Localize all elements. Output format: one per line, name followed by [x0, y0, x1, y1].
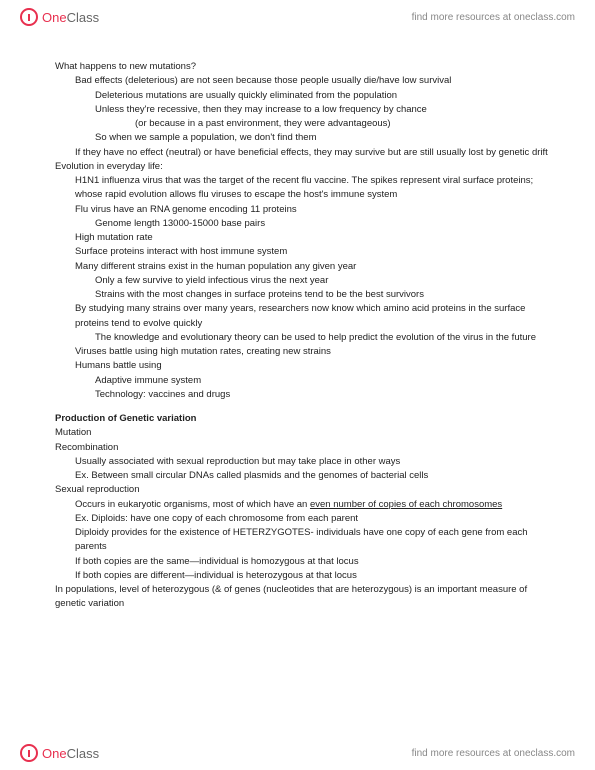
text: Usually associated with sexual reproduct…: [75, 455, 555, 469]
text: If they have no effect (neutral) or have…: [75, 146, 555, 160]
text: Many different strains exist in the huma…: [75, 260, 555, 274]
text: Occurs in eukaryotic organisms, most of …: [75, 498, 555, 512]
text: If both copies are the same—individual i…: [75, 555, 555, 569]
text: By studying many strains over many years…: [75, 302, 555, 331]
text: Recombination: [55, 441, 555, 455]
text: Adaptive immune system: [95, 374, 555, 388]
text: If both copies are different—individual …: [75, 569, 555, 583]
text: Humans battle using: [75, 359, 555, 373]
text: Unless they're recessive, then they may …: [95, 103, 555, 117]
text: Flu virus have an RNA genome encoding 11…: [75, 203, 555, 217]
text: H1N1 influenza virus that was the target…: [75, 174, 555, 203]
brand-class: Class: [67, 746, 100, 761]
text: (or because in a past environment, they …: [135, 117, 555, 131]
brand-class: Class: [67, 10, 100, 25]
text: Ex. Between small circular DNAs called p…: [75, 469, 555, 483]
brand-text: OneClass: [42, 746, 99, 761]
text: Mutation: [55, 426, 555, 440]
text: Genome length 13000-15000 base pairs: [95, 217, 555, 231]
page-footer: OneClass find more resources at oneclass…: [0, 736, 595, 770]
text: Ex. Diploids: have one copy of each chro…: [75, 512, 555, 526]
logo-icon: [20, 744, 38, 762]
text: Evolution in everyday life:: [55, 160, 555, 174]
text: Sexual reproduction: [55, 483, 555, 497]
text: Viruses battle using high mutation rates…: [75, 345, 555, 359]
text: Deleterious mutations are usually quickl…: [95, 89, 555, 103]
text: What happens to new mutations?: [55, 60, 555, 74]
text: Bad effects (deleterious) are not seen b…: [75, 74, 555, 88]
text: In populations, level of heterozygous (&…: [55, 583, 555, 612]
document-body: What happens to new mutations? Bad effec…: [55, 60, 555, 612]
brand-logo: OneClass: [20, 8, 99, 26]
text-underlined: even number of copies of each chromosome…: [310, 499, 502, 510]
brand-one: One: [42, 746, 67, 761]
brand-logo-footer: OneClass: [20, 744, 99, 762]
header-tagline: find more resources at oneclass.com: [412, 12, 575, 23]
text-part: Occurs in eukaryotic organisms, most of …: [75, 499, 310, 510]
brand-one: One: [42, 10, 67, 25]
text: Diploidy provides for the existence of H…: [75, 526, 555, 555]
text: Technology: vaccines and drugs: [95, 388, 555, 402]
brand-text: OneClass: [42, 10, 99, 25]
text: Strains with the most changes in surface…: [95, 288, 555, 302]
text: High mutation rate: [75, 231, 555, 245]
page-header: OneClass find more resources at oneclass…: [0, 0, 595, 34]
text: The knowledge and evolutionary theory ca…: [95, 331, 555, 345]
text: Only a few survive to yield infectious v…: [95, 274, 555, 288]
section-heading: Production of Genetic variation: [55, 412, 555, 426]
text: Surface proteins interact with host immu…: [75, 245, 555, 259]
footer-tagline: find more resources at oneclass.com: [412, 748, 575, 759]
text: So when we sample a population, we don't…: [95, 131, 555, 145]
logo-icon: [20, 8, 38, 26]
